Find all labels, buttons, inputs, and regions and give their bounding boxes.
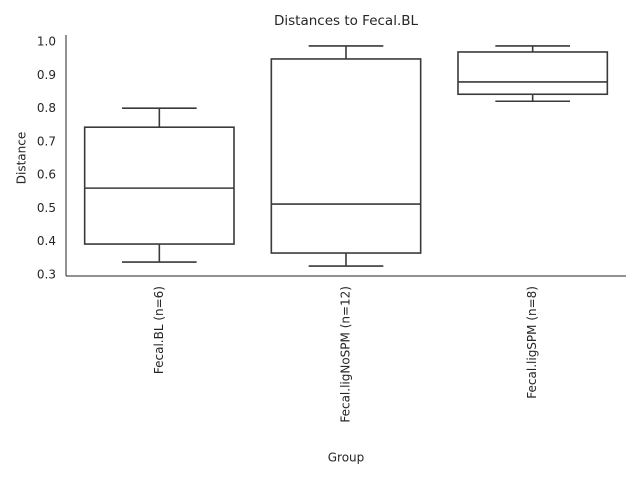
y-tick-label: 0.5	[37, 201, 56, 215]
x-tick-label: Fecal.BL (n=6)	[152, 286, 166, 374]
y-tick-label: 0.8	[37, 101, 56, 115]
y-tick-label: 0.9	[37, 68, 56, 82]
box	[270, 58, 422, 254]
y-tick-label: 1.0	[37, 34, 56, 48]
y-axis-label: Distance	[15, 132, 29, 184]
y-tick-label: 0.3	[37, 268, 56, 282]
y-tick-label: 0.4	[37, 234, 56, 248]
x-tick-label: Fecal.ligNoSPM (n=12)	[339, 286, 353, 423]
y-tick-label: 0.6	[37, 168, 56, 182]
x-tick-label: Fecal.ligSPM (n=8)	[525, 286, 539, 399]
y-tick-label: 0.7	[37, 134, 56, 148]
chart-title: Distances to Fecal.BL	[274, 13, 419, 29]
box	[83, 126, 235, 245]
box	[457, 51, 609, 96]
x-axis-label: Group	[328, 451, 365, 465]
